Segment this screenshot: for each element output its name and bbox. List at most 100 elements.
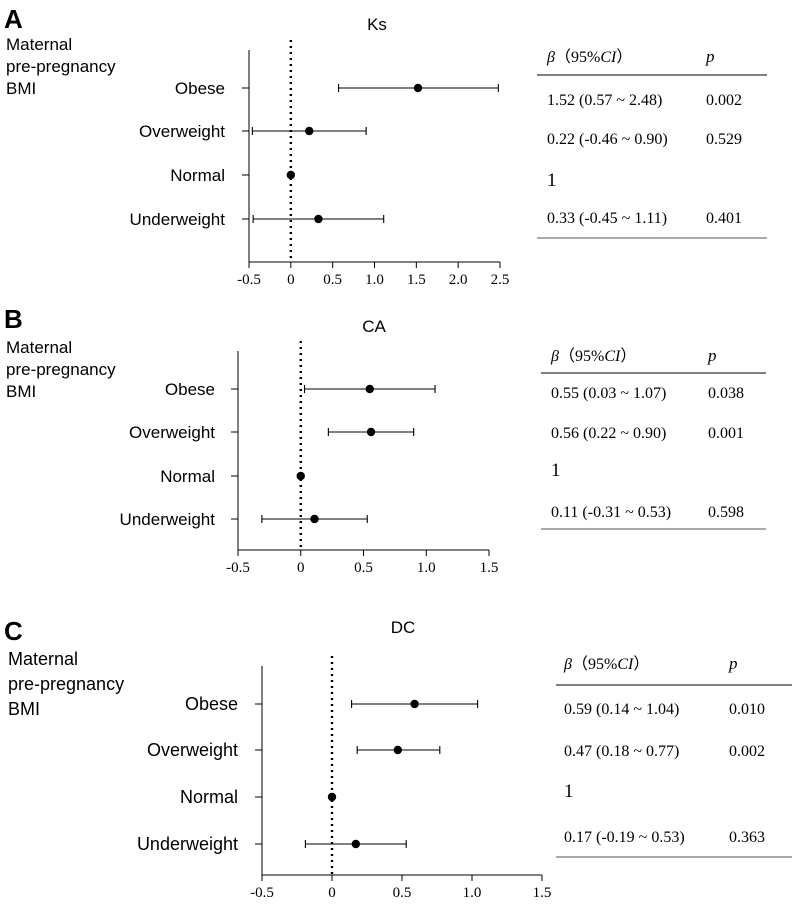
table-p-value: 0.038 <box>708 385 744 402</box>
x-tick-label: 0.5 <box>323 272 342 288</box>
x-tick-label: 1.5 <box>407 272 426 288</box>
x-tick-label: 1.0 <box>463 885 482 901</box>
category-label: Obese <box>165 380 215 399</box>
table-beta-header: β（95%CI） <box>563 655 649 673</box>
estimate-point <box>393 745 402 755</box>
category-label: Normal <box>170 166 225 185</box>
table-beta-header: β（95%CI） <box>550 347 636 365</box>
table-beta-ci: 1 <box>551 460 561 481</box>
x-tick-label: 0.5 <box>393 885 412 901</box>
x-tick-label: 2.5 <box>491 272 510 288</box>
estimate-point <box>351 839 360 849</box>
ci-italic: CI <box>604 348 621 365</box>
category-label: Overweight <box>139 122 225 141</box>
estimate-point <box>365 384 374 394</box>
table-p-value: 0.363 <box>729 829 765 846</box>
table-p-header: p <box>728 654 738 673</box>
estimate-point <box>286 170 296 180</box>
estimate-point <box>314 214 323 224</box>
beta-symbol: β <box>550 348 559 365</box>
estimate-point <box>413 83 423 93</box>
ci-close: ） <box>616 48 632 66</box>
table-beta-ci: 0.47 (0.18 ~ 0.77) <box>564 743 679 760</box>
beta-symbol: β <box>546 49 555 66</box>
x-tick-label: 0 <box>328 885 336 901</box>
x-tick-label: 0 <box>297 560 305 576</box>
category-label: Underweight <box>120 510 216 529</box>
x-tick-label: 1.5 <box>533 885 552 901</box>
group-label-line: BMI <box>6 382 36 401</box>
category-label: Overweight <box>147 740 238 760</box>
beta-ci-open: （95% <box>555 48 600 66</box>
group-label-line: BMI <box>8 699 40 719</box>
category-label: Underweight <box>130 210 226 229</box>
category-label: Obese <box>175 79 225 98</box>
estimate-point <box>366 427 376 437</box>
table-p-header: p <box>705 47 715 66</box>
estimate-point <box>296 471 305 481</box>
table-beta-ci: 0.11 (-0.31 ~ 0.53) <box>551 504 671 521</box>
group-label-line: Maternal <box>6 338 72 357</box>
x-tick-label: -0.5 <box>250 885 274 901</box>
table-beta-header: β（95%CI） <box>546 48 632 66</box>
table-beta-ci: 0.33 (-0.45 ~ 1.11) <box>547 210 667 227</box>
table-p-value: 0.010 <box>729 701 765 718</box>
estimate-point <box>305 126 314 136</box>
table-p-value: 0.002 <box>729 743 765 760</box>
forest-panel-b: B CA Maternal pre-pregnancy BMI -0.5 0 0.5 1.0 1.… <box>4 304 766 576</box>
table-beta-ci: 1.52 (0.57 ~ 2.48) <box>547 92 662 109</box>
ci-italic: CI <box>617 656 634 673</box>
estimate-point <box>410 699 419 709</box>
table-beta-ci: 0.59 (0.14 ~ 1.04) <box>564 701 679 718</box>
table-beta-ci: 1 <box>564 781 574 802</box>
table-p-value: 0.002 <box>706 92 742 109</box>
beta-ci-open: （95% <box>559 347 604 365</box>
x-tick-label: 1.0 <box>365 272 384 288</box>
x-tick-label: 1.5 <box>480 560 499 576</box>
table-beta-ci: 0.17 (-0.19 ~ 0.53) <box>564 829 685 846</box>
chart-title: CA <box>362 317 386 336</box>
panel-label: A <box>4 4 23 34</box>
table-p-value: 0.401 <box>706 210 742 227</box>
ci-close: ） <box>633 655 649 673</box>
category-label: Normal <box>160 467 215 486</box>
table-beta-ci: 0.55 (0.03 ~ 1.07) <box>551 385 666 402</box>
table-beta-ci: 1 <box>547 170 557 191</box>
x-tick-label: 1.0 <box>417 560 436 576</box>
table-p-header: p <box>707 346 717 365</box>
estimate-point <box>327 792 337 802</box>
panel-label: C <box>4 616 23 646</box>
group-label-line: Maternal <box>6 35 72 54</box>
category-label: Overweight <box>129 423 215 442</box>
forest-panel-a: A Ks Maternal pre-pregnancy BMI -0.5 0 0.5 1.0 1.… <box>4 4 767 288</box>
group-label-line: pre-pregnancy <box>8 674 124 694</box>
x-tick-label: -0.5 <box>237 272 261 288</box>
ci-close: ） <box>620 347 636 365</box>
group-label-line: BMI <box>6 79 36 98</box>
category-label: Underweight <box>137 834 238 854</box>
estimate-point <box>310 514 319 524</box>
group-label-line: pre-pregnancy <box>6 57 116 76</box>
beta-symbol: β <box>563 656 572 673</box>
group-label-line: Maternal <box>8 649 78 669</box>
table-p-value: 0.598 <box>708 504 744 521</box>
x-tick-label: 0 <box>287 272 295 288</box>
category-label: Obese <box>185 694 238 714</box>
x-tick-label: 2.0 <box>449 272 468 288</box>
table-p-value: 0.001 <box>708 425 744 442</box>
table-beta-ci: 0.56 (0.22 ~ 0.90) <box>551 425 666 442</box>
beta-ci-open: （95% <box>572 655 617 673</box>
ci-italic: CI <box>600 49 617 66</box>
table-p-value: 0.529 <box>706 131 742 148</box>
x-tick-label: -0.5 <box>226 560 250 576</box>
table-beta-ci: 0.22 (-0.46 ~ 0.90) <box>547 131 668 148</box>
x-tick-label: 0.5 <box>354 560 373 576</box>
group-label-line: pre-pregnancy <box>6 360 116 379</box>
forest-panel-c: C DC Maternal pre-pregnancy BMI -0.5 0 0.5 1.0 1.… <box>4 616 792 901</box>
chart-title: DC <box>391 618 416 637</box>
category-label: Normal <box>180 787 238 807</box>
panel-label: B <box>4 304 23 334</box>
chart-title: Ks <box>367 15 387 34</box>
